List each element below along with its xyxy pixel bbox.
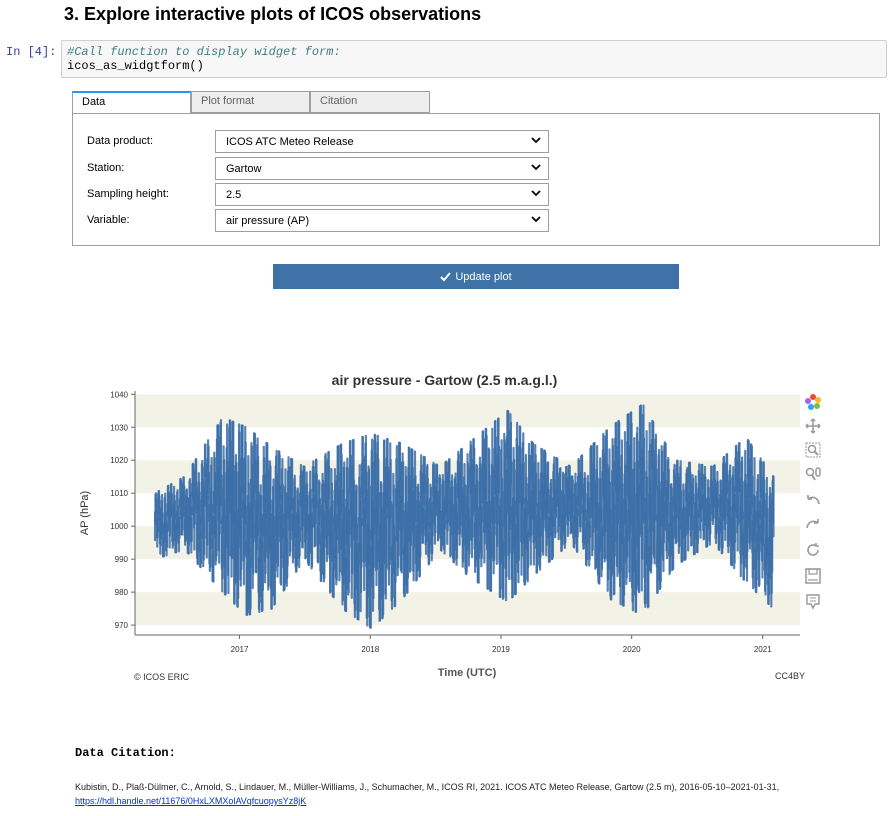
y-tick-label: 1010	[110, 489, 128, 498]
hover-icon[interactable]	[804, 593, 822, 611]
code-comment: #Call function to display widget form:	[67, 45, 341, 59]
x-ticks: 2017 2018 2019 2020 2021	[231, 635, 772, 654]
citation-link[interactable]: https://hdl.handle.net/11676/0HxLXMXolAV…	[75, 796, 307, 806]
citation-text: Kubistin, D., Plaß-Dülmer, C., Arnold, S…	[75, 782, 780, 792]
x-tick-label: 2018	[361, 645, 379, 654]
y-tick-label: 1020	[110, 456, 128, 465]
sampling-height-value: 2.5	[226, 189, 242, 201]
y-ticks: 970 980 990 1000 1010 1020 1030 1040	[110, 390, 135, 630]
chart-title: air pressure - Gartow (2.5 m.a.g.l.)	[331, 372, 558, 388]
box-zoom-icon[interactable]	[804, 441, 822, 459]
y-tick-label: 990	[115, 555, 129, 564]
data-points	[153, 404, 775, 629]
background-band	[135, 526, 800, 560]
x-tick-label: 2017	[231, 645, 249, 654]
x-axis-label: Time (UTC)	[438, 667, 497, 679]
variable-label: Variable:	[87, 214, 130, 226]
sampling-height-label: Sampling height:	[87, 188, 169, 200]
y-axis-label: AP (hPa)	[79, 491, 91, 535]
update-plot-label: Update plot	[455, 270, 512, 283]
x-tick-label: 2021	[754, 645, 772, 654]
copyright-credit: © ICOS ERIC	[134, 672, 190, 682]
station-label: Station:	[87, 162, 125, 174]
code-cell[interactable]: #Call function to display widget form: i…	[61, 40, 887, 78]
sampling-height-select[interactable]: 2.5	[215, 183, 549, 206]
variable-value: air pressure (AP)	[226, 215, 310, 227]
data-product-value: ICOS ATC Meteo Release	[226, 136, 354, 148]
page-title: 3. Explore interactive plots of ICOS obs…	[64, 4, 482, 24]
undo-icon[interactable]	[804, 491, 822, 509]
variable-select[interactable]: air pressure (AP)	[215, 209, 549, 232]
chevron-down-icon	[531, 190, 541, 197]
save-icon[interactable]	[804, 567, 822, 585]
code-line: icos_as_widgtform()	[67, 59, 204, 73]
y-tick-label: 980	[115, 588, 129, 597]
background-band	[135, 592, 800, 626]
x-tick-label: 2019	[492, 645, 510, 654]
chevron-down-icon	[531, 216, 541, 223]
tab-citation[interactable]: Citation	[310, 91, 430, 113]
reset-icon[interactable]	[804, 541, 822, 559]
y-tick-label: 1000	[110, 522, 128, 531]
tab-plot-format[interactable]: Plot format	[191, 91, 310, 113]
pan-icon[interactable]	[804, 417, 822, 435]
station-value: Gartow	[226, 163, 262, 175]
data-product-label: Data product:	[87, 135, 154, 147]
bokeh-logo-icon[interactable]	[804, 393, 822, 411]
y-tick-label: 1030	[110, 423, 128, 432]
update-plot-button[interactable]: Update plot	[273, 264, 679, 289]
data-product-select[interactable]: ICOS ATC Meteo Release	[215, 130, 549, 153]
station-select[interactable]: Gartow	[215, 157, 549, 180]
y-tick-label: 970	[115, 621, 129, 630]
chevron-down-icon	[531, 137, 541, 144]
chevron-down-icon	[531, 164, 541, 171]
tab-data[interactable]: Data	[72, 91, 191, 114]
license-credit: CC4BY	[775, 671, 806, 681]
cell-prompt: In [4]:	[6, 45, 57, 59]
redo-icon[interactable]	[804, 515, 822, 533]
background-band	[135, 394, 800, 428]
citation-heading: Data Citation:	[75, 746, 176, 760]
data-form-panel: Data product: ICOS ATC Meteo Release Sta…	[72, 113, 880, 246]
check-icon	[440, 271, 452, 281]
wheel-zoom-icon[interactable]	[804, 465, 822, 483]
y-tick-label: 1040	[110, 390, 128, 399]
x-tick-label: 2020	[623, 645, 641, 654]
background-bands	[135, 394, 800, 626]
background-band	[135, 460, 800, 494]
